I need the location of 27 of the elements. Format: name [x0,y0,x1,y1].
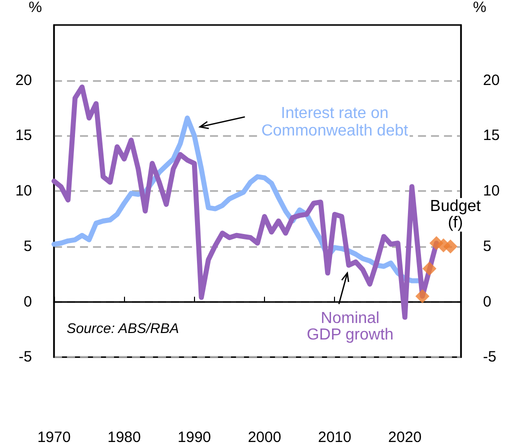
point [443,239,458,254]
y2-tick-label: 15 [483,127,500,144]
y-tick-label: 10 [15,182,32,200]
series-label: Nominal GDP growth [306,310,394,344]
y-tick-label: 5 [24,238,32,255]
y2-tick-label: 5 [483,238,492,255]
y2-tick-label: 20 [483,72,500,89]
y-tick-label: 20 [15,72,32,89]
y-tick-label: 15 [15,127,32,144]
y-axis-title: % [28,0,42,16]
y2-tick-label: -5 [483,348,496,366]
point [422,262,436,276]
x-tick-label: 2020 [388,429,422,445]
annotation: Budget (f) [430,198,482,232]
x-tick-label: 2010 [318,429,352,445]
y-tick-label: 0 [24,293,32,310]
annotation: Source: ABS/RBA [66,320,179,336]
x-tick-label: 1970 [37,429,71,445]
x-tick-label: 2000 [248,429,282,445]
x-tick-label: 1990 [178,429,212,445]
y2-axis-title: % [473,0,486,16]
text: Interest rate on Commonwealth debt [261,105,409,140]
point [415,289,430,304]
y-tick-label: -5 [18,348,32,366]
y2-tick-label: 0 [483,293,492,310]
y2-tick-label: 10 [483,182,500,200]
x-tick-label: 1980 [107,429,141,445]
